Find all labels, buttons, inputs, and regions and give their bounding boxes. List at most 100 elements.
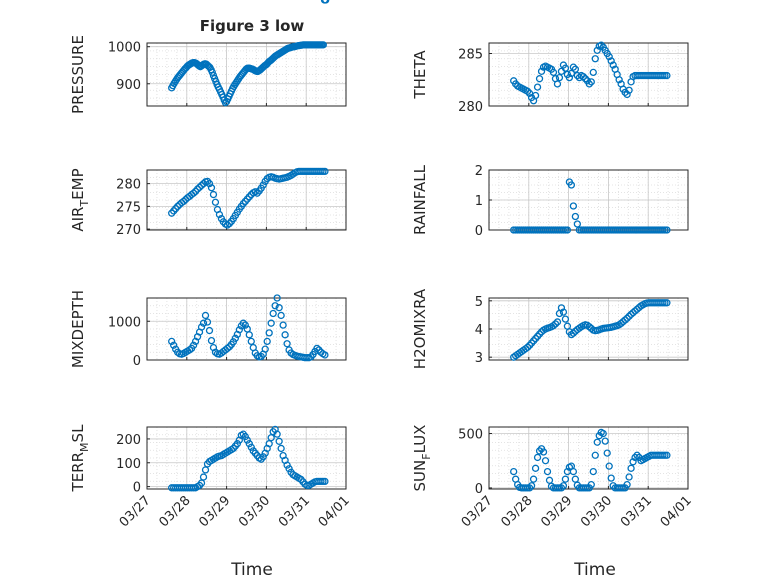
data-point [553, 80, 562, 88]
data-point [607, 57, 615, 65]
data-point [279, 321, 287, 329]
data-point [523, 87, 532, 95]
y-tick-label: 0 [133, 354, 141, 369]
data-point [197, 181, 206, 190]
y-tick-label: 500 [458, 428, 483, 443]
data-point [555, 74, 564, 82]
data-point [601, 437, 609, 445]
data-point [533, 453, 542, 462]
y-tick-label: 1000 [108, 41, 141, 56]
data-point [283, 461, 291, 469]
data-point [247, 337, 255, 346]
y-tick-label: 280 [458, 100, 483, 115]
data-point [235, 326, 243, 334]
data-point [195, 183, 204, 191]
data-point [207, 336, 216, 345]
data-point [563, 226, 572, 234]
x-tick-label: 03/29 [196, 493, 233, 530]
data-point [549, 321, 558, 330]
data-point [205, 326, 214, 335]
y-tick-label: 0 [475, 482, 483, 497]
data-point [571, 65, 580, 73]
x-tick-label: 03/28 [499, 493, 536, 530]
data-point [615, 76, 623, 84]
x-axis-label-right: Time [573, 560, 616, 580]
y-tick-label: 900 [116, 78, 141, 93]
axes-box [146, 426, 347, 490]
data-point [559, 308, 568, 316]
data-point [589, 467, 597, 476]
data-point [205, 179, 214, 188]
data-point [271, 302, 279, 310]
data-point [609, 482, 617, 490]
data-point [609, 61, 617, 69]
data-point [571, 475, 580, 483]
x-tick-label: 03/27 [459, 493, 496, 530]
data-point [273, 430, 281, 438]
y-tick-label: 0 [475, 224, 483, 239]
y-tick-label: 275 [116, 200, 141, 215]
axes-box [146, 297, 347, 361]
data-point [589, 68, 597, 77]
data-point [201, 311, 210, 320]
data-point [605, 53, 613, 61]
x-tick-label: 03/28 [157, 493, 194, 530]
data-point [189, 341, 198, 349]
data-point [211, 198, 220, 206]
axes-box [488, 42, 689, 107]
data-point [283, 340, 291, 348]
data-point [541, 457, 550, 465]
data-point [663, 299, 671, 307]
y-axis-label: RAINFALL [411, 164, 429, 235]
data-point [277, 444, 285, 453]
y-axis-label: MIXDEPTH [69, 290, 87, 368]
data-point [623, 314, 631, 322]
data-point [537, 67, 546, 75]
data-point [587, 78, 595, 86]
data-point [605, 462, 613, 470]
data-point [215, 210, 224, 219]
data-point [527, 482, 536, 490]
data-point [603, 449, 611, 457]
data-point [569, 202, 578, 210]
data-point [185, 346, 194, 354]
data-point [275, 304, 283, 312]
data-point [245, 331, 253, 339]
data-point [571, 212, 580, 221]
data-point [207, 184, 216, 192]
y-axis-label: THETA [411, 50, 429, 100]
data-point [551, 320, 560, 328]
data-point [529, 475, 538, 483]
x-tick-label: 03/27 [117, 493, 154, 530]
data-point [629, 458, 637, 466]
y-axis-label: SUNFLUX [411, 425, 433, 492]
data-point [170, 341, 178, 349]
y-tick-label: 3 [475, 351, 483, 366]
data-point [625, 473, 633, 481]
data-point [241, 321, 249, 329]
data-point [579, 72, 587, 81]
x-tick-label: 03/30 [578, 493, 615, 530]
y-tick-label: 285 [458, 48, 483, 63]
data-point [321, 477, 329, 486]
data-point [557, 67, 566, 75]
data-point [189, 189, 198, 197]
data-point [263, 337, 271, 346]
subplot-7: 0 100 200 03/27 03/28 03/29 03/30 03/31 04/01 TER… [69, 424, 353, 530]
subplot-4: 0 1 2 RAINFALL [411, 164, 689, 239]
data-point [561, 475, 570, 483]
y-axis-label: H2OMIXRA [411, 288, 429, 369]
data-point [259, 453, 267, 461]
data-point [573, 220, 582, 228]
data-point [599, 429, 607, 438]
x-tick-label: 03/31 [618, 493, 655, 530]
data-point [197, 323, 206, 331]
data-point [625, 86, 633, 94]
data-point [199, 319, 208, 327]
x-tick-label: 04/01 [316, 493, 353, 530]
data-point [168, 337, 176, 346]
subplot-3: 270 275 280 AIRTEMP [69, 167, 347, 238]
y-tick-label: 1 [475, 194, 483, 209]
